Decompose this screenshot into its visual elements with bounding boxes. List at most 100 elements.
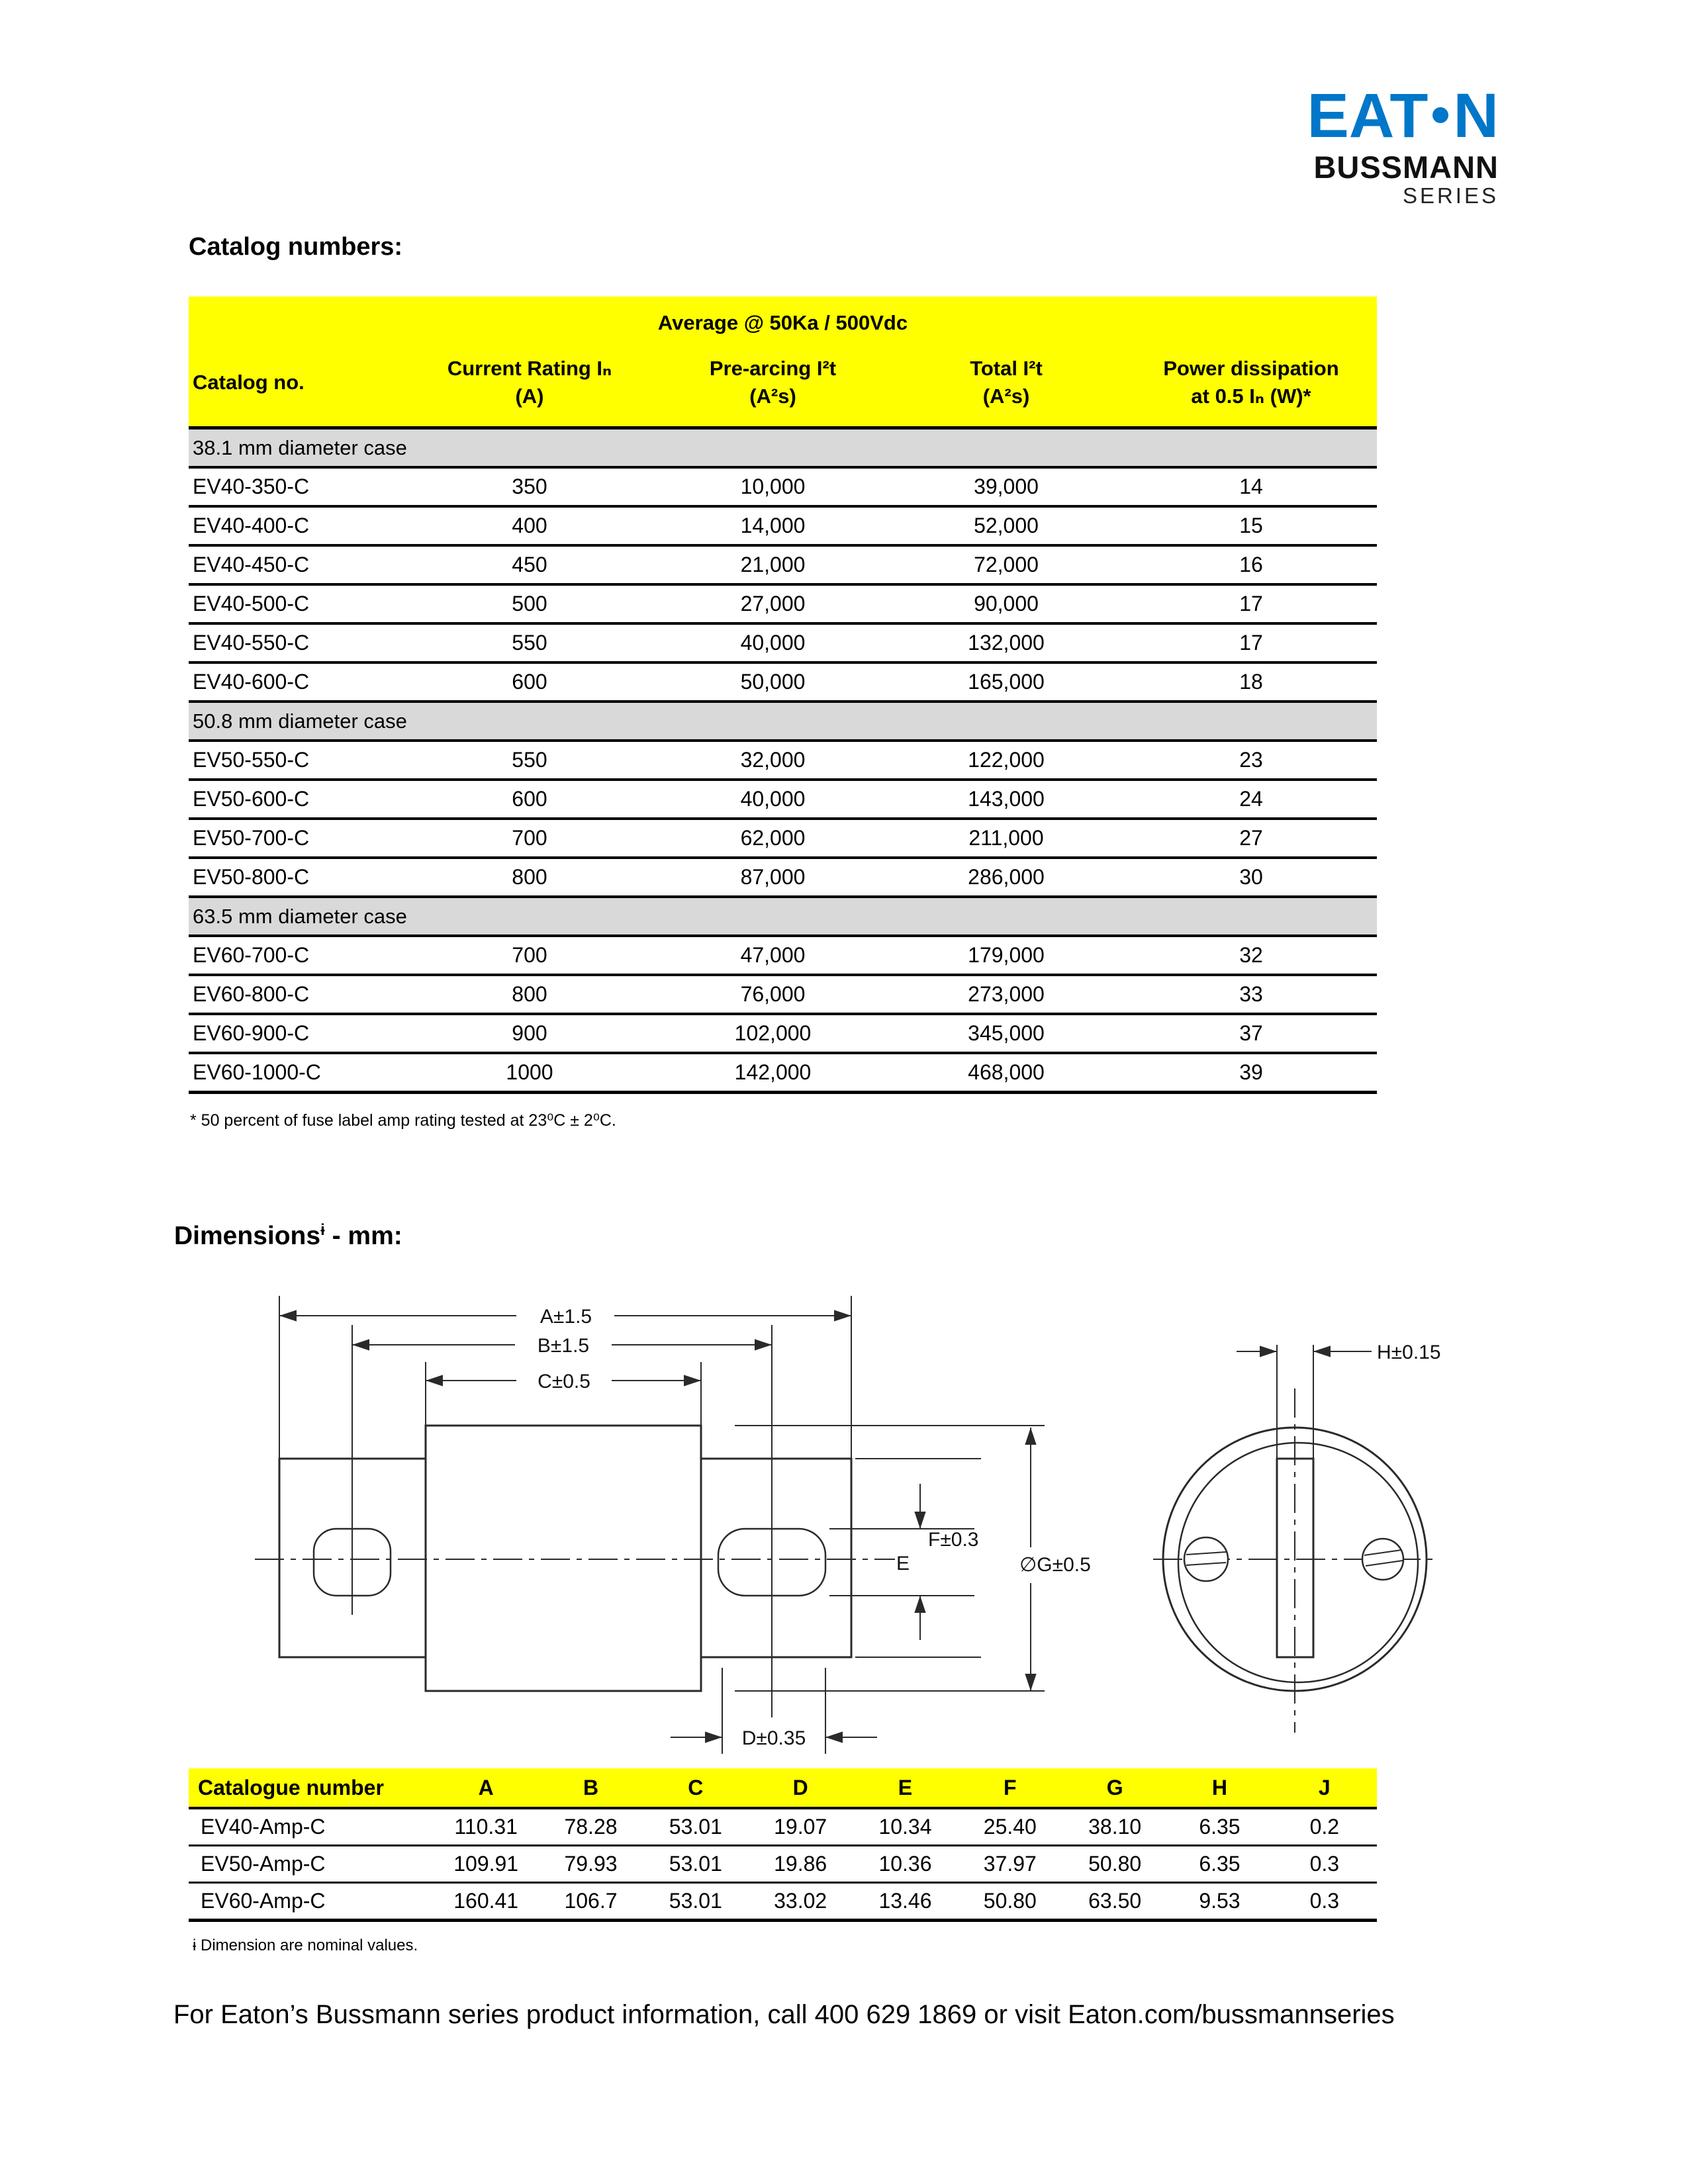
catalog-heading: Catalog numbers: xyxy=(189,233,403,261)
dim-column-header: F xyxy=(957,1768,1062,1809)
value-cell: 400 xyxy=(400,506,659,547)
catalog-row: EV50-550-C 550 32,000 122,000 23 xyxy=(189,741,1377,781)
dim-value-cell: 33.02 xyxy=(747,1882,853,1922)
dim-label-h: H±0.15 xyxy=(1377,1342,1441,1363)
catalog-row: EV40-500-C 500 27,000 90,000 17 xyxy=(189,584,1377,625)
avg-header: Average @ 50Ka / 500Vdc xyxy=(189,296,1377,339)
value-cell: 600 xyxy=(400,662,659,703)
value-cell: 350 xyxy=(400,467,659,508)
catalog-number-cell: EV50-700-C xyxy=(189,819,400,859)
value-cell: 700 xyxy=(400,819,659,859)
page-footer: For Eaton’s Bussmann series product info… xyxy=(173,2000,1395,2029)
col-header-line2: (A) xyxy=(515,385,544,408)
value-cell: 27,000 xyxy=(659,584,887,625)
dim-value-cell: 110.31 xyxy=(434,1808,539,1846)
catalog-number-cell: EV50-550-C xyxy=(189,741,400,781)
value-cell: 211,000 xyxy=(887,819,1125,859)
dim-row: EV50-Amp-C 109.91 79.93 53.01 19.86 10.36 37.9… xyxy=(189,1845,1377,1884)
dim-value-cell: 63.50 xyxy=(1062,1882,1168,1922)
dim-column-header: E xyxy=(853,1768,958,1809)
eaton-logo: EAT N BUSSMANN SERIES xyxy=(1307,85,1499,208)
dim-value-cell: 10.34 xyxy=(853,1808,958,1846)
catalog-number-cell: EV50-800-C xyxy=(189,858,400,898)
value-cell: 76,000 xyxy=(659,975,887,1015)
eaton-brand-logo: EAT N xyxy=(1307,85,1499,148)
value-cell: 21,000 xyxy=(659,545,887,586)
dim-value-cell: 37.97 xyxy=(957,1845,1062,1884)
value-cell: 30 xyxy=(1125,858,1377,898)
col-header-pre-arcing: Pre-arcing I²t (A²s) xyxy=(659,339,887,430)
catalog-row: EV40-450-C 450 21,000 72,000 16 xyxy=(189,545,1377,586)
value-cell: 800 xyxy=(400,975,659,1015)
section-row: 50.8 mm diameter case xyxy=(189,702,1377,742)
dim-catalogue-cell: EV50-Amp-C xyxy=(189,1845,434,1884)
logo-text-left: EAT xyxy=(1307,81,1429,151)
catalog-number-cell: EV40-500-C xyxy=(189,584,400,625)
dim-header-row: Catalogue number A B C D E F G H J xyxy=(189,1768,1377,1809)
value-cell: 14,000 xyxy=(659,506,887,547)
value-cell: 32 xyxy=(1125,936,1377,976)
col-header-line2: (A²s) xyxy=(982,385,1030,408)
dim-value-cell: 19.07 xyxy=(747,1808,853,1846)
dim-value-cell: 50.80 xyxy=(1062,1845,1168,1884)
col-header-line1: Power dissipation xyxy=(1163,357,1339,381)
dimensions-heading-text: Dimensions xyxy=(174,1222,321,1250)
catalog-row: EV50-600-C 600 40,000 143,000 24 xyxy=(189,780,1377,820)
value-cell: 39 xyxy=(1125,1053,1377,1094)
catalog-number-cell: EV60-900-C xyxy=(189,1014,400,1054)
value-cell: 40,000 xyxy=(659,780,887,820)
catalog-row: EV40-600-C 600 50,000 165,000 18 xyxy=(189,662,1377,703)
section-label: 50.8 mm diameter case xyxy=(189,702,1377,742)
dim-value-cell: 53.01 xyxy=(643,1882,748,1922)
dim-value-cell: 25.40 xyxy=(957,1808,1062,1846)
catalog-number-cell: EV50-600-C xyxy=(189,780,400,820)
catalog-number-cell: EV40-550-C xyxy=(189,623,400,664)
dim-catalogue-cell: EV60-Amp-C xyxy=(189,1882,434,1922)
value-cell: 550 xyxy=(400,741,659,781)
dimensions-footnote: ɨ Dimension are nominal values. xyxy=(193,1936,418,1954)
col-header-line1: Total I²t xyxy=(970,357,1043,381)
value-cell: 23 xyxy=(1125,741,1377,781)
value-cell: 102,000 xyxy=(659,1014,887,1054)
value-cell: 500 xyxy=(400,584,659,625)
dim-column-header: H xyxy=(1167,1768,1272,1809)
value-cell: 27 xyxy=(1125,819,1377,859)
dim-table-body: EV40-Amp-C 110.31 78.28 53.01 19.07 10.34 25.4… xyxy=(189,1808,1377,1922)
value-cell: 600 xyxy=(400,780,659,820)
logo-bussmann-text: BUSSMANN xyxy=(1313,150,1499,185)
dim-column-header: J xyxy=(1272,1768,1377,1809)
value-cell: 1000 xyxy=(400,1053,659,1094)
value-cell: 50,000 xyxy=(659,662,887,703)
value-cell: 132,000 xyxy=(887,623,1125,664)
value-cell: 142,000 xyxy=(659,1053,887,1094)
dim-value-cell: 0.3 xyxy=(1272,1882,1377,1922)
value-cell: 37 xyxy=(1125,1014,1377,1054)
catalog-row: EV40-350-C 350 10,000 39,000 14 xyxy=(189,467,1377,508)
dim-value-cell: 50.80 xyxy=(957,1882,1062,1922)
dim-column-header: G xyxy=(1062,1768,1168,1809)
catalog-row: EV50-800-C 800 87,000 286,000 30 xyxy=(189,858,1377,898)
dim-label-d: D±0.35 xyxy=(742,1727,806,1749)
catalog-number-cell: EV40-350-C xyxy=(189,467,400,508)
dim-column-header: B xyxy=(538,1768,643,1809)
section-label: 38.1 mm diameter case xyxy=(189,428,1377,469)
logo-series-text: SERIES xyxy=(1402,183,1499,208)
dim-column-header: A xyxy=(434,1768,539,1809)
dim-column-header: D xyxy=(747,1768,853,1809)
dimensions-heading: Dimensionsɨ - mm: xyxy=(174,1221,402,1251)
value-cell: 122,000 xyxy=(887,741,1125,781)
dim-label-e: E xyxy=(896,1553,910,1574)
dim-value-cell: 0.2 xyxy=(1272,1808,1377,1846)
value-cell: 47,000 xyxy=(659,936,887,976)
dim-label-c: C±0.5 xyxy=(538,1371,590,1392)
catalog-number-cell: EV40-450-C xyxy=(189,545,400,586)
col-header-current-rating: Current Rating Iₙ (A) xyxy=(400,339,659,430)
col-header-line1: Pre-arcing I²t xyxy=(709,357,837,381)
dim-value-cell: 9.53 xyxy=(1167,1882,1272,1922)
catalog-table: Average @ 50Ka / 500Vdc Catalog no. Curr… xyxy=(189,296,1377,1094)
value-cell: 14 xyxy=(1125,467,1377,508)
dim-row: EV40-Amp-C 110.31 78.28 53.01 19.07 10.34 25.4… xyxy=(189,1808,1377,1846)
section-label: 63.5 mm diameter case xyxy=(189,897,1377,937)
dimensions-diagram: A±1.5 B±1.5 C±0.5 F±0.3 E ∅G±0.5 D±0.35 xyxy=(255,1296,1441,1754)
